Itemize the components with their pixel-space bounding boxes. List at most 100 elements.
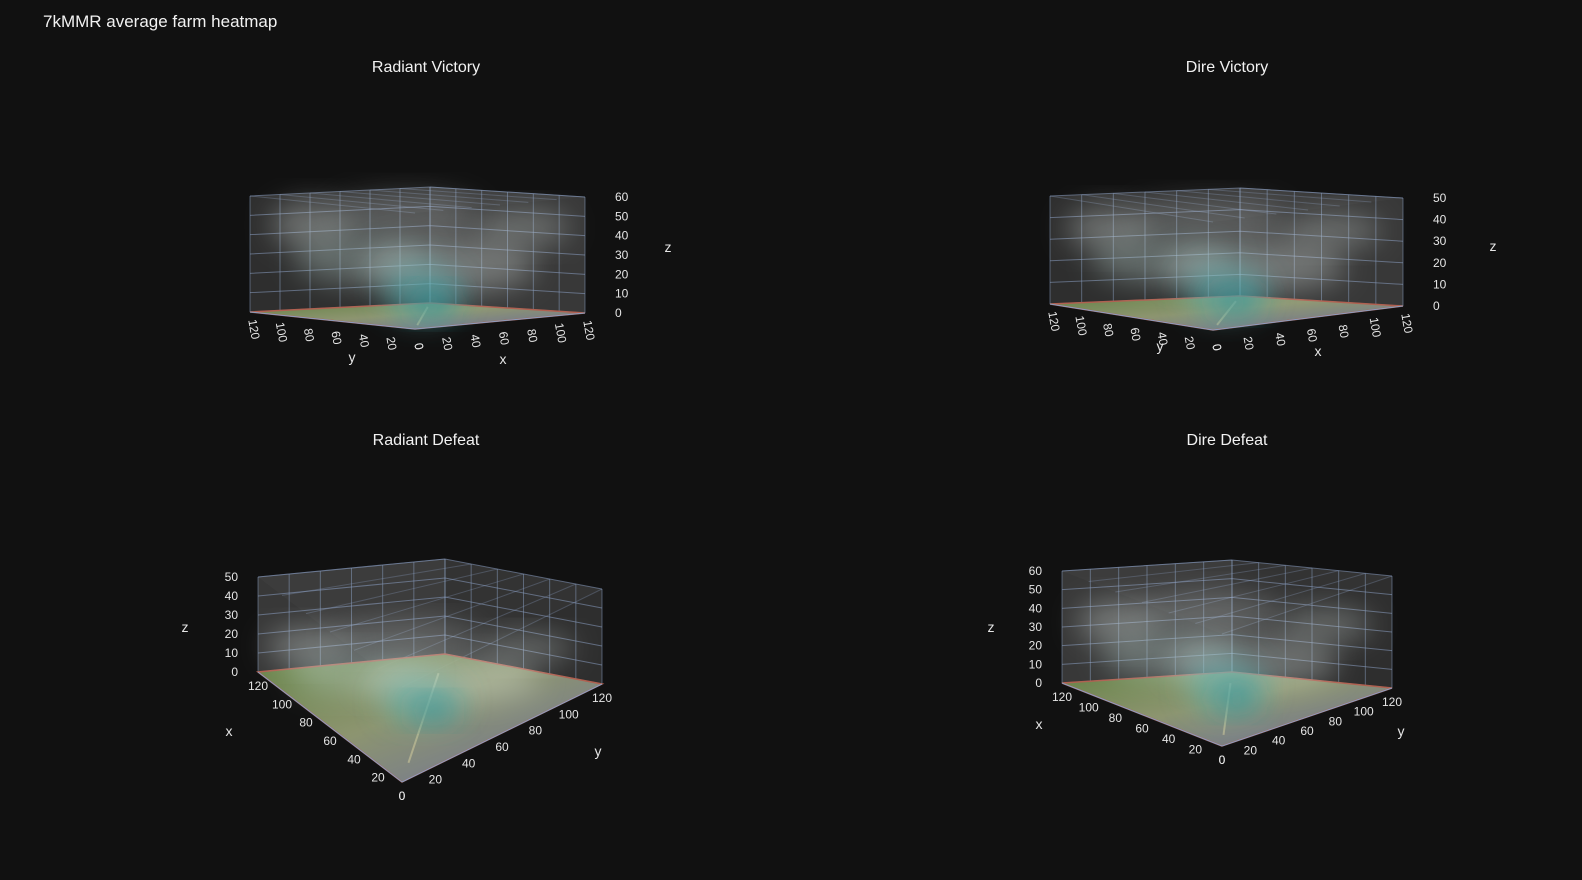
y-tick-label: 60 [1127,327,1143,343]
z-tick-label: 40 [1029,601,1043,615]
scene-3d-4[interactable]: 0204060801001200204060801001200102030405… [988,559,1405,767]
x-tick-label: 60 [1304,328,1320,344]
x-tick-label: 80 [1109,711,1123,725]
x-tick-label: 20 [439,336,455,352]
x-tick-label: 0 [411,342,426,351]
x-tick-label: 80 [524,328,540,344]
y-tick-label: 40 [356,333,372,349]
x-tick-label: 40 [468,333,484,349]
density-volume [1066,199,1382,317]
x-tick-label: 40 [1272,332,1288,348]
density-blob [329,620,481,655]
z-tick-label: 30 [1029,620,1043,634]
y-tick-label: 80 [1100,322,1116,338]
top-grid-line [1176,190,1340,207]
x-axis-line [257,671,403,783]
z-tick-label: 30 [225,608,239,622]
density-blob [1211,289,1262,315]
density-blob [477,632,574,664]
x-tick-label: 100 [1367,316,1384,338]
x-axis-line [1061,682,1223,747]
y-tick-label: 100 [273,321,290,343]
y-tick-label: 120 [1382,695,1402,709]
scene-3d-1[interactable]: 0 20 40 60 80 100 1200204060801001200102030405… [245,186,672,367]
x-tick-label: 40 [347,752,361,766]
scene-3d-3[interactable]: 0204060801001200204060801001200102030405… [182,558,613,803]
x-tick-label: 20 [371,771,385,785]
z-tick-label: 10 [225,646,239,660]
top-grid-line [1061,559,1233,572]
x-tick-label: 60 [496,331,512,347]
density-blob [1213,685,1260,712]
z-tick-label: 0 [615,306,622,320]
density-blob [1130,199,1286,239]
y-tick-label: 20 [429,773,443,787]
y-tick-label: 100 [559,707,579,721]
x-tick-label: 60 [323,734,337,748]
x-tick-label: 60 [1135,722,1149,736]
z-tick-label: 40 [225,589,239,603]
y-axis-title: y [595,743,602,759]
density-blob [1078,599,1158,645]
y-axis-line [401,683,603,783]
y-tick-label: 60 [1300,724,1314,738]
y-axis-title: y [349,349,356,365]
z-tick-label: 10 [1029,657,1043,671]
y-tick-label: 0 [411,342,426,351]
density-blob [1279,606,1372,643]
z-tick-label: 0 [231,665,238,679]
y-tick-label: 0 [1219,753,1226,767]
x-tick-label: 120 [1052,690,1072,704]
y-tick-label: 20 [383,336,399,352]
z-tick-label: 20 [1433,256,1447,270]
y-tick-label: 20 [1182,335,1198,351]
x-tick-label: 80 [299,716,313,730]
x-tick-label: 20 [1241,336,1257,352]
y-tick-label: 100 [1354,705,1374,719]
z-tick-label: 10 [1433,277,1447,291]
z-tick-label: 50 [1029,583,1043,597]
x-tick-label: 100 [552,322,569,344]
y-tick-label: 40 [1272,734,1286,748]
subplot-title-dire-defeat: Dire Defeat [1186,432,1268,449]
y-axis-line [1049,303,1214,331]
density-blob [475,208,570,246]
z-tick-label: 50 [615,209,629,223]
z-tick-label: 0 [1433,299,1440,313]
density-blob [1282,213,1382,248]
density-volume [271,193,570,319]
top-grid-line [429,186,586,198]
z-tick-label: 40 [1433,213,1447,227]
y-tick-label: 120 [245,318,262,340]
density-blob [408,699,457,723]
y-axis-title: y [1157,338,1164,354]
z-tick-label: 0 [1035,676,1042,690]
y-tick-label: 60 [328,330,344,346]
x-tick-label: 20 [1189,743,1203,757]
scene-3d-2[interactable]: 0 20 40 60 80 100 1200204060801001200102030405… [1045,187,1497,359]
y-tick-label: 40 [462,756,476,770]
x-axis-line [414,312,586,330]
z-tick-label: 30 [615,248,629,262]
tick-labels: 0204060801001200204060801001200102030405… [225,570,613,803]
z-axis-title: z [1490,238,1497,254]
y-tick-label: 80 [301,327,317,343]
density-volume [1078,592,1372,714]
density-blob [331,193,480,236]
z-tick-label: 40 [615,229,629,243]
y-tick-label: 80 [1329,714,1343,728]
subplot-title-dire-victory: Dire Victory [1185,59,1269,76]
density-volume [267,620,574,724]
x-tick-label: 0 [1209,343,1224,352]
x-tick-label: 40 [1162,732,1176,746]
y-tick-label: 60 [495,740,509,754]
y-axis-title: y [1398,723,1405,739]
top-grid-line [257,558,446,578]
x-axis-line [1212,305,1404,331]
x-tick-label: 120 [248,679,268,693]
x-tick-label: 100 [272,697,292,711]
x-axis-title: x [1315,343,1322,359]
